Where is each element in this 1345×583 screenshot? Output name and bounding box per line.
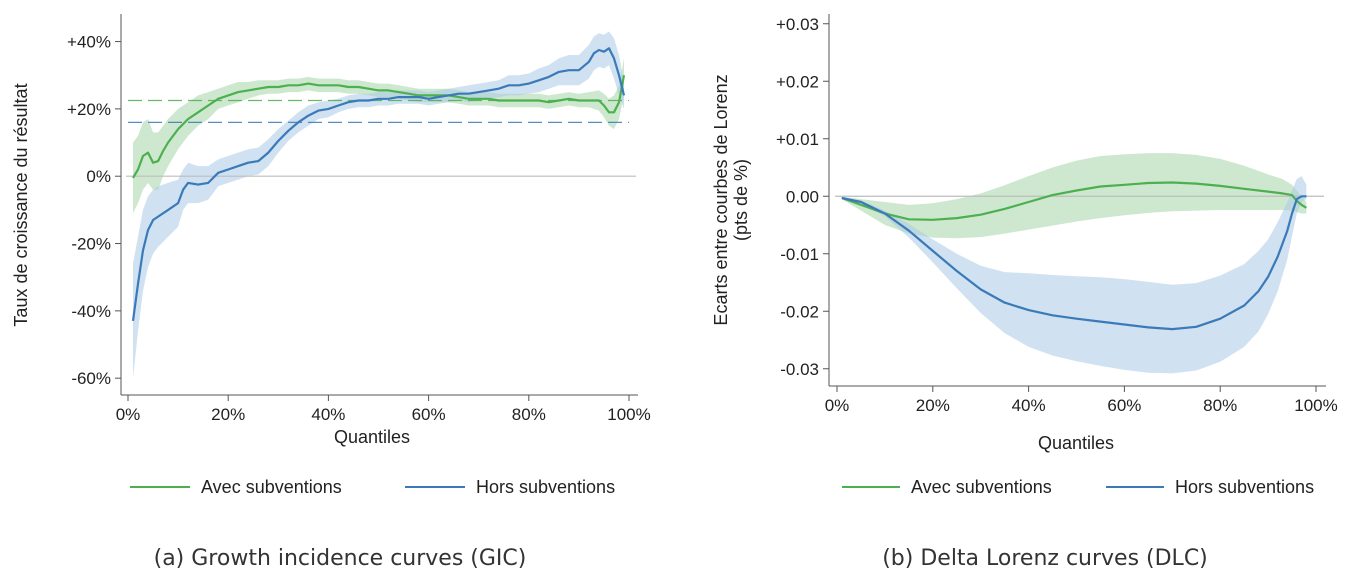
dlc-x-axis-label: Quantiles — [1038, 433, 1114, 453]
gic-y-tick-label: 0% — [86, 167, 111, 186]
dlc-y-tick-label: 0.00 — [786, 187, 819, 206]
gic-y-tick-label: -40% — [71, 302, 111, 321]
dlc-y-tick-label: -0.03 — [780, 360, 819, 379]
dlc-y-tick-label: +0.03 — [776, 15, 819, 34]
dlc-x-tick-label: 100% — [1294, 396, 1337, 415]
dlc-y-tick-label: -0.02 — [780, 302, 819, 321]
dlc-legend-label-hors: Hors subventions — [1175, 477, 1314, 497]
dlc-x-tick-label: 40% — [1012, 396, 1046, 415]
dlc-plot-area: 0% 20% 40% 60% 80% 100% +0.03 +0.02 +0.01 0.00 -0.… — [776, 14, 1338, 415]
dlc-ci-band-1 — [841, 176, 1307, 374]
dlc-legend: Avec subventions Hors subventions — [842, 477, 1314, 497]
dlc-legend-label-avec: Avec subventions — [911, 477, 1052, 497]
gic-y-tick-label: +40% — [67, 33, 111, 52]
gic-ci-band-1 — [133, 31, 624, 379]
gic-x-tick-label: 0% — [116, 405, 141, 424]
dlc-x-tick-label: 60% — [1107, 396, 1141, 415]
gic-x-tick-label: 80% — [512, 405, 546, 424]
gic-x-tick-label: 100% — [607, 405, 650, 424]
gic-x-tick-label: 40% — [311, 405, 345, 424]
panel-gic: 0% 20% 40% 60% 80% 100% +40% +20% 0% -20% -40% -60%… — [11, 14, 651, 571]
dlc-y-tick-label: +0.01 — [776, 130, 819, 149]
dlc-x-tick-label: 20% — [916, 396, 950, 415]
dlc-caption: (b) Delta Lorenz curves (DLC) — [882, 546, 1208, 571]
gic-caption: (a) Growth incidence curves (GIC) — [154, 546, 527, 571]
gic-y-axis-label: Taux de croissance du résultat — [11, 83, 31, 326]
gic-legend-label-hors: Hors subventions — [476, 477, 615, 497]
gic-ci-band-0 — [133, 58, 624, 214]
gic-series-line-1 — [131, 47, 626, 322]
gic-y-tick-label: -60% — [71, 369, 111, 388]
gic-y-tick-label: +20% — [67, 100, 111, 119]
gic-y-tick-label: -20% — [71, 235, 111, 254]
gic-legend: Avec subventions Hors subventions — [130, 477, 615, 497]
gic-legend-label-avec: Avec subventions — [201, 477, 342, 497]
dlc-y-axis-label: Ecarts entre courbes de Lorenz — [711, 74, 731, 325]
gic-plot-area: 0% 20% 40% 60% 80% 100% +40% +20% 0% -20% -40% -60% — [67, 14, 651, 424]
gic-series-line-0 — [132, 74, 626, 179]
dlc-y-axis-label-units: (pts de %) — [731, 159, 751, 241]
dlc-series-line-0 — [841, 181, 1307, 221]
gic-x-tick-label: 20% — [211, 405, 245, 424]
dlc-series-line-1 — [841, 195, 1307, 331]
gic-x-tick-label: 60% — [412, 405, 446, 424]
panel-dlc: 0% 20% 40% 60% 80% 100% +0.03 +0.02 +0.01 0.00 -0.… — [711, 14, 1338, 571]
gic-x-axis-label: Quantiles — [334, 427, 410, 447]
dlc-y-tick-label: -0.01 — [780, 245, 819, 264]
dlc-x-tick-label: 80% — [1203, 396, 1237, 415]
dlc-y-tick-label: +0.02 — [776, 72, 819, 91]
dlc-x-tick-label: 0% — [825, 396, 850, 415]
